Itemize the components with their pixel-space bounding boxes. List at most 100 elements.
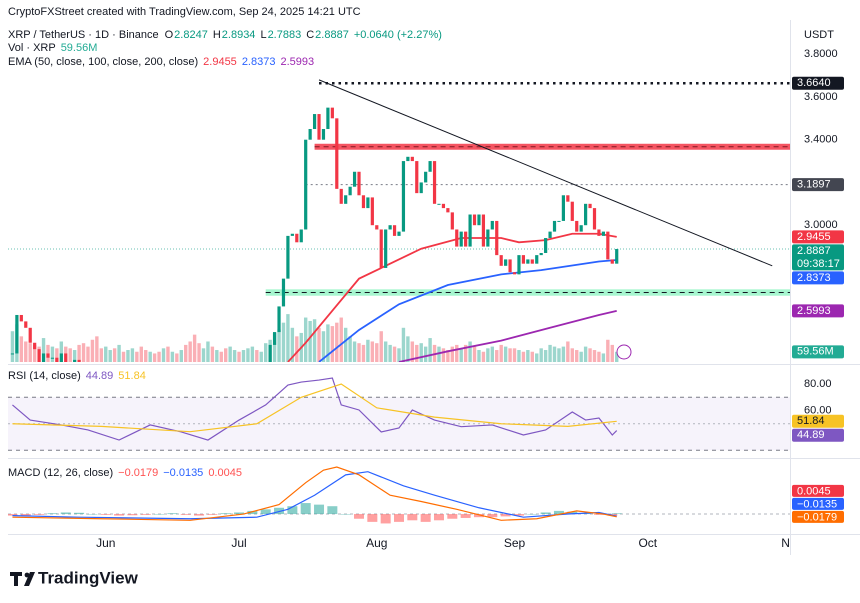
candle [59,353,63,362]
volume-bar [250,346,255,362]
candle [77,359,81,362]
volume-bar [423,346,428,362]
price-badge-text: −0.0179 [797,511,837,523]
watermark-header: CryptoFXStreet created with TradingView.… [8,6,361,18]
x-tick-label: N [781,536,790,550]
histogram-bar [567,511,578,515]
volume-bar [179,350,183,362]
volume-bar [410,341,415,362]
macd-line [12,466,617,521]
histogram-bar [87,514,98,515]
volume-bar [450,346,455,362]
legend-value: 2.8934 [222,29,256,41]
candle [415,161,419,194]
price-badge [792,345,844,359]
candle [401,161,406,232]
histogram-bar [194,514,205,516]
legend-name: MACD (12, 26, close) [8,467,113,479]
histogram-bar [127,514,138,516]
price-badge [792,244,844,271]
candle [437,203,441,205]
volume-bar [157,351,161,362]
legend-value: 51.84 [118,370,146,382]
histogram-bar [553,510,564,515]
histogram-bar [74,512,85,515]
candle [570,201,574,221]
volume-bar [264,343,268,362]
volume-bar [406,336,410,362]
quote-label: C [306,29,314,41]
candle [517,255,521,275]
volume-bar [206,341,210,362]
volume-bar [357,343,361,362]
volume-bar [379,331,383,362]
volume-bar [366,339,370,362]
price-badge-text: 2.8373 [797,272,831,284]
pane-plot [8,79,790,362]
candle [73,359,77,362]
candle [610,259,614,264]
volume-bar [339,317,343,362]
volume-bar [224,348,228,362]
price-badge [792,428,844,442]
symbol-title: XRP / TetherUS · 1D · Binance [8,29,159,41]
candle [424,171,428,183]
candle [597,229,601,236]
histogram-bar [180,514,191,515]
candle [19,314,23,322]
candle [55,357,59,362]
candle [28,327,32,343]
volume-bar [592,350,597,362]
candle [33,342,37,350]
x-tick-label: Jul [231,536,246,550]
volume-bar [575,350,579,362]
volume-bar [588,348,592,362]
volume-bar [521,351,526,362]
candle [495,220,499,256]
volume-bar [77,344,81,362]
candle [388,225,392,230]
volume-bar [237,351,241,362]
volume-bar [175,353,179,362]
candle [499,255,503,266]
volume-bar [232,350,237,362]
histogram-bar [287,506,298,515]
volume-bar [148,351,152,362]
volume-bar [428,338,432,362]
y-tick-label: 3.4000 [804,134,838,146]
price-badge [792,484,844,497]
volume-bar [503,346,508,362]
candle [272,332,277,345]
histogram-bar [540,512,551,515]
volume-bar [597,351,601,362]
currency-label: USDT [804,29,834,41]
volume-bar [41,338,46,362]
volume-bar [184,344,188,362]
candle [357,171,361,196]
volume-bar [490,346,495,362]
rsi-line [12,383,617,433]
candle [24,321,28,328]
candle [472,214,477,226]
volume-bar [543,350,548,362]
legend: Vol · XRP 59.56M [8,42,97,54]
candle [606,231,610,260]
volume-bar [308,320,312,362]
candle [566,195,570,202]
candle [281,278,286,307]
volume-bar [419,343,423,362]
histogram-bar [8,514,18,516]
volume-bar [228,346,232,362]
candle [544,238,548,253]
volume-bar [281,322,286,362]
volume-bar [317,327,321,362]
candle [530,259,534,264]
histogram-bar [100,514,111,515]
y-tick-label: 80.00 [804,378,832,390]
volume-bar [166,346,170,362]
candle [326,107,330,130]
x-tick-label: Aug [366,536,387,550]
x-tick-label: Sep [504,536,526,550]
candle [330,107,334,119]
legend-value: 2.5993 [280,56,314,68]
